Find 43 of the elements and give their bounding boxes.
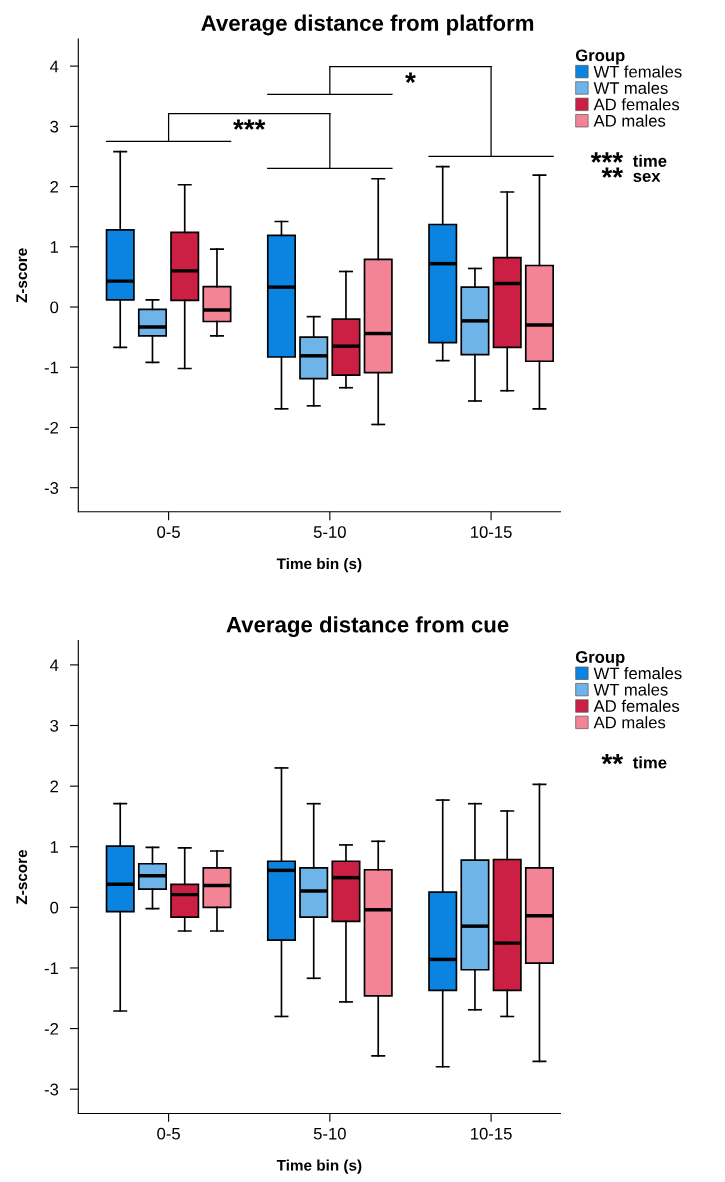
chart-title: Average distance from platform [201, 14, 534, 36]
annotation: *** [233, 119, 266, 130]
y-tick-label: -3 [44, 482, 59, 494]
y-tick-label: 2 [50, 780, 59, 793]
legend-label: AD females [593, 699, 680, 712]
y-tick-label: 0 [50, 301, 59, 314]
y-tick-label: 3 [50, 120, 59, 133]
legend-label: AD males [593, 114, 666, 127]
x-tick-label: 10-15 [471, 1127, 512, 1140]
y-axis-title: Z-score [16, 248, 28, 303]
legend-label: WT females [593, 667, 682, 680]
y-tick-label: 1 [50, 841, 59, 853]
legend-label: AD males [593, 716, 666, 729]
y-axis-title: Z-score [16, 849, 28, 905]
x-axis-title: Time bin (s) [276, 557, 362, 573]
y-tick-label: 4 [49, 60, 59, 73]
legend-title: Group [575, 49, 625, 65]
legend-label: WT males [593, 81, 668, 94]
x-tick-label: 5-10 [313, 1127, 346, 1140]
legend-label: AD females [593, 98, 680, 111]
y-tick-label: -1 [44, 361, 59, 374]
y-tick-label: -2 [44, 421, 59, 434]
y-tick-label: -3 [44, 1083, 59, 1096]
annotation: * [405, 72, 416, 83]
x-tick-label: 5-10 [313, 526, 346, 538]
chart-title: Average distance from cue [226, 616, 509, 638]
legend-title: Group [575, 651, 625, 667]
text: ** time [601, 754, 667, 769]
x-tick-label: 10-15 [471, 526, 512, 538]
y-tick-label: 1 [50, 241, 59, 253]
text: ** sex [601, 167, 661, 183]
y-tick-label: -2 [44, 1022, 59, 1035]
y-tick-label: 0 [50, 901, 59, 914]
legend-label: WT females [593, 65, 682, 78]
y-tick-label: 2 [50, 180, 59, 193]
y-tick-label: 3 [50, 719, 59, 732]
legend-label: WT males [593, 683, 668, 696]
x-tick-label: 0-5 [157, 526, 180, 538]
text: *** time [590, 152, 667, 167]
y-tick-label: -1 [44, 962, 59, 975]
x-tick-label: 0-5 [157, 1127, 180, 1140]
x-axis-title: Time bin (s) [276, 1159, 362, 1174]
y-tick-label: 4 [49, 659, 59, 671]
